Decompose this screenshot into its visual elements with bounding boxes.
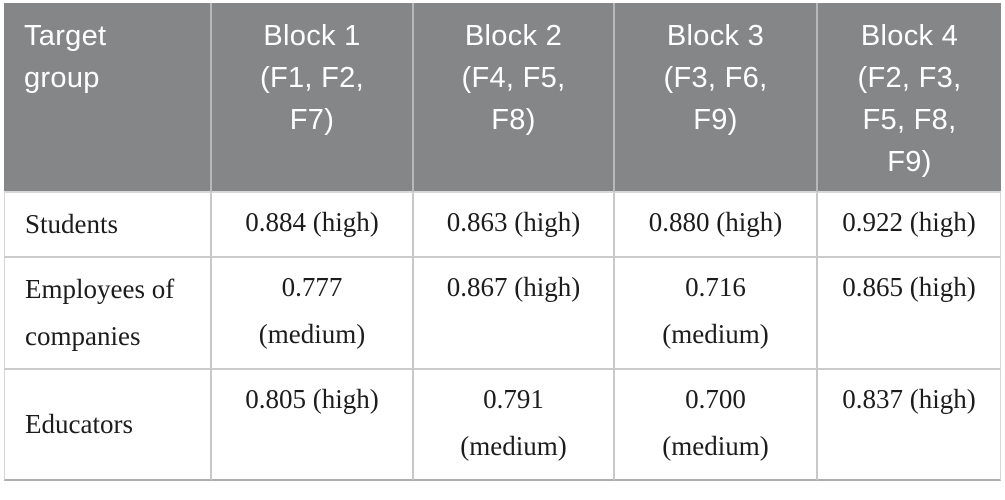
score-cell-students-block-3: 0.880 (high)	[615, 193, 818, 258]
table-row-employees: Employees of companies 0.777 (medium) 0.…	[4, 258, 1001, 370]
score-cell-students-block-2: 0.863 (high)	[414, 193, 615, 258]
score-cell-employees-block-2: 0.867 (high)	[414, 258, 615, 370]
score-cell-educators-block-3: 0.700 (medium)	[615, 370, 818, 481]
group-cell-educators: Educators	[4, 370, 212, 481]
header-cell-block-1: Block 1 (F1, F2, F7)	[212, 3, 414, 193]
score-cell-employees-block-1: 0.777 (medium)	[212, 258, 414, 370]
score-cell-students-block-1: 0.884 (high)	[212, 193, 414, 258]
table-row-educators: Educators 0.805 (high) 0.791 (medium) 0.…	[4, 370, 1001, 481]
table-row-students: Students 0.884 (high) 0.863 (high) 0.880…	[4, 193, 1001, 258]
header-cell-block-2: Block 2 (F4, F5, F8)	[414, 3, 615, 193]
score-cell-employees-block-3: 0.716 (medium)	[615, 258, 818, 370]
score-cell-employees-block-4: 0.865 (high)	[818, 258, 1001, 370]
group-cell-students: Students	[4, 193, 212, 258]
score-cell-educators-block-2: 0.791 (medium)	[414, 370, 615, 481]
header-row: Target group Block 1 (F1, F2, F7) Block …	[4, 3, 1001, 193]
header-cell-block-3: Block 3 (F3, F6, F9)	[615, 3, 818, 193]
score-cell-educators-block-4: 0.837 (high)	[818, 370, 1001, 481]
score-cell-educators-block-1: 0.805 (high)	[212, 370, 414, 481]
group-cell-employees: Employees of companies	[4, 258, 212, 370]
score-cell-students-block-4: 0.922 (high)	[818, 193, 1001, 258]
header-cell-target-group: Target group	[4, 3, 212, 193]
reliability-table: Target group Block 1 (F1, F2, F7) Block …	[4, 3, 1001, 481]
header-cell-block-4: Block 4 (F2, F3, F5, F8, F9)	[818, 3, 1001, 193]
